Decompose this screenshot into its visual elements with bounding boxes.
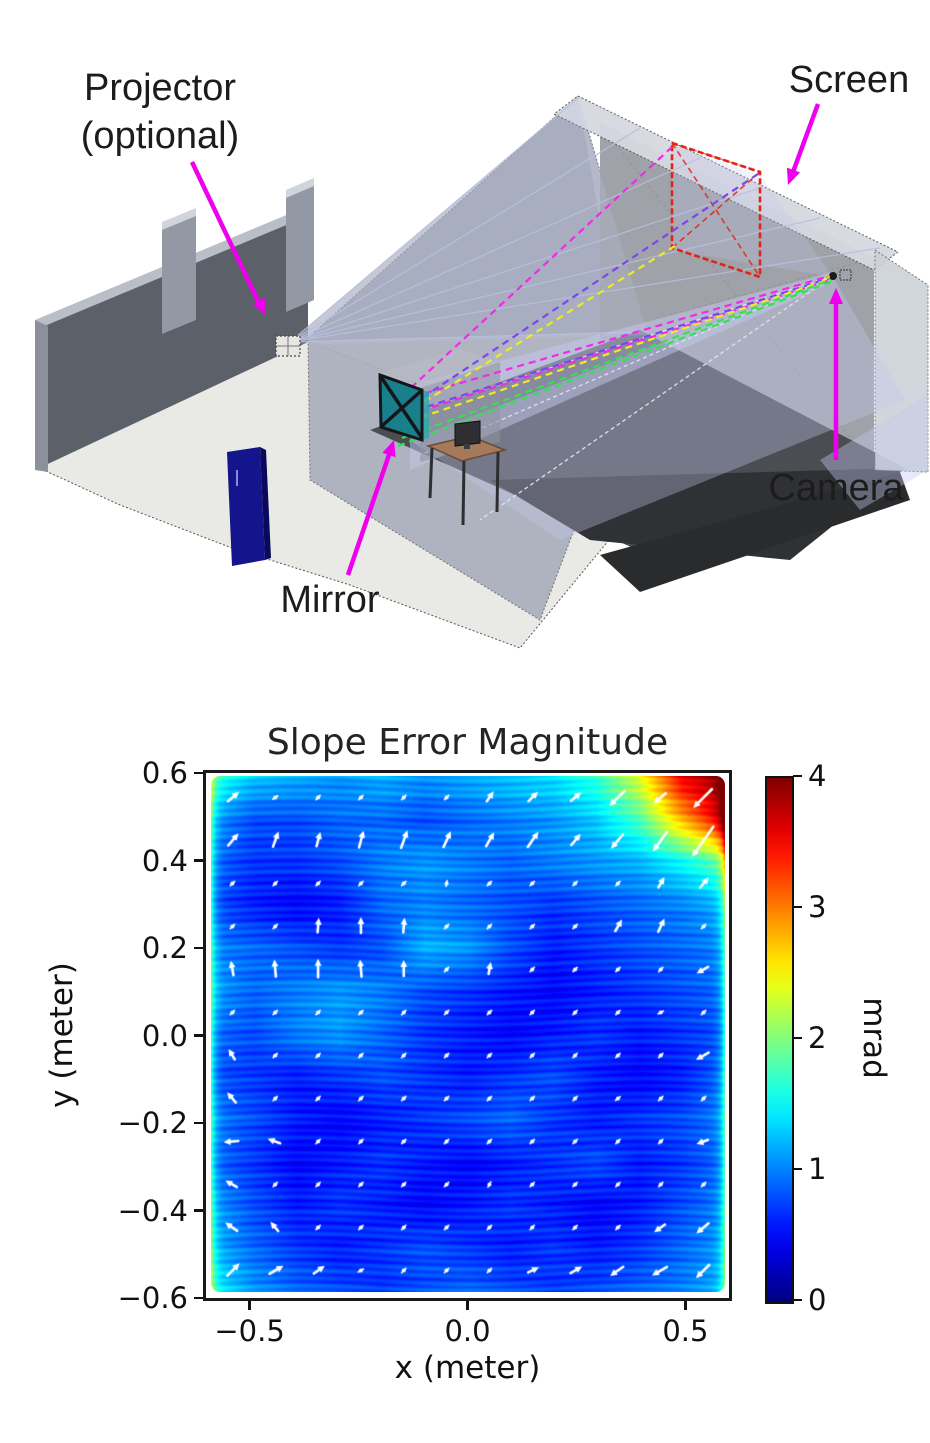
light-cone-lower — [410, 277, 905, 540]
light-sheet-right — [820, 395, 928, 510]
setup-3d-diagram: Projector (optional) Screen Camera Mirro… — [35, 59, 929, 649]
x-tick-mark — [684, 1301, 687, 1310]
x-axis-label: x (meter) — [394, 1350, 541, 1386]
y-tick-mark — [194, 1296, 203, 1300]
mirror-label: Mirror — [280, 579, 380, 621]
black-slab — [600, 472, 910, 592]
rays — [397, 146, 834, 448]
monitor — [454, 420, 481, 449]
ray-green-1 — [401, 277, 834, 440]
colorbar-tick-label: 4 — [808, 759, 827, 793]
y-axis-label: y (meter) — [44, 962, 80, 1108]
enclosure-left-face-shade — [290, 98, 620, 342]
door — [227, 447, 271, 566]
y-tick-label: 0.4 — [141, 843, 188, 878]
colorbar-tick-label: 0 — [808, 1283, 827, 1317]
y-tick-mark — [194, 859, 203, 862]
camera-label: Camera — [768, 467, 904, 509]
ray-yellow-screen-mirror — [397, 245, 676, 419]
x-tick-mark — [466, 1301, 469, 1310]
annotation-arrows — [189, 103, 843, 576]
light-cone-screen-camera — [672, 145, 833, 277]
y-tick-label: 0.6 — [141, 756, 188, 790]
y-tick-label: −0.6 — [117, 1281, 188, 1315]
ray-violet-mirror-camera — [403, 275, 834, 416]
light-cone-projector — [288, 98, 648, 345]
left-wall-end-cap — [35, 320, 48, 472]
y-tick-label: 0.2 — [141, 931, 188, 965]
colorbar-tick-label: 3 — [808, 890, 827, 924]
colorbar-tick-mark — [792, 1036, 802, 1040]
interior-back-wall — [600, 122, 874, 468]
camera-arrow — [829, 288, 843, 460]
y-tick-mark — [194, 946, 203, 950]
y-tick-mark — [194, 771, 203, 775]
enclosure-top-face — [553, 95, 899, 271]
wall-pillar-1 — [162, 214, 196, 334]
ray-magenta-screen-mirror — [401, 146, 673, 397]
screen-arrow — [786, 103, 821, 185]
y-tick-label: −0.4 — [117, 1193, 188, 1228]
colorbar-tick-label: 1 — [808, 1152, 827, 1186]
colorbar-tick-mark — [792, 1298, 802, 1302]
projector-label-line2: (optional) — [81, 115, 239, 157]
projector-light-fan — [289, 97, 881, 343]
projector-box — [275, 335, 301, 357]
left-wall — [35, 214, 308, 470]
y-tick-mark — [194, 1034, 203, 1037]
mirror-x-bracing — [378, 372, 424, 443]
screen-label: Screen — [789, 59, 909, 101]
colorbar-tick-mark — [792, 905, 802, 909]
camera-marker — [826, 269, 852, 281]
screen-outline — [670, 141, 762, 279]
wall-pillar-1-cap — [162, 208, 196, 230]
projector-arrow — [189, 161, 266, 316]
wall-pillar-2 — [286, 184, 314, 312]
mirror-arrow — [345, 440, 396, 576]
ray-magenta-mirror-camera — [401, 273, 834, 402]
mirror-object — [378, 372, 429, 443]
x-tick-label: 0.0 — [444, 1314, 491, 1348]
colorbar-tick-mark — [792, 1167, 802, 1171]
x-tick-label: −0.5 — [214, 1314, 285, 1348]
ray-green-2 — [397, 279, 834, 448]
colorbar-tick-label: 2 — [808, 1021, 827, 1055]
heatmap-canvas — [211, 776, 725, 1292]
ray-violet-screen-mirror — [403, 173, 759, 411]
y-tick-mark — [194, 1121, 203, 1125]
y-tick-label: 0.0 — [141, 1018, 188, 1053]
enclosure-right-cap — [874, 249, 929, 473]
x-tick-mark — [248, 1301, 251, 1310]
x-tick-label: 0.5 — [662, 1314, 709, 1348]
chart-title: Slope Error Magnitude — [266, 722, 669, 763]
colorbar — [765, 776, 794, 1304]
wall-pillar-2-cap — [286, 178, 314, 198]
ray-yellow-mirror-camera — [397, 276, 834, 427]
projector-label-line1: Projector — [84, 67, 236, 109]
colorbar-label: mrad — [856, 997, 892, 1079]
colorbar-tick-mark — [792, 774, 802, 778]
y-tick-label: −0.2 — [117, 1106, 188, 1140]
y-tick-mark — [194, 1209, 203, 1212]
ray-magenta-2 — [397, 277, 834, 420]
mirror-housing-top — [380, 349, 500, 388]
